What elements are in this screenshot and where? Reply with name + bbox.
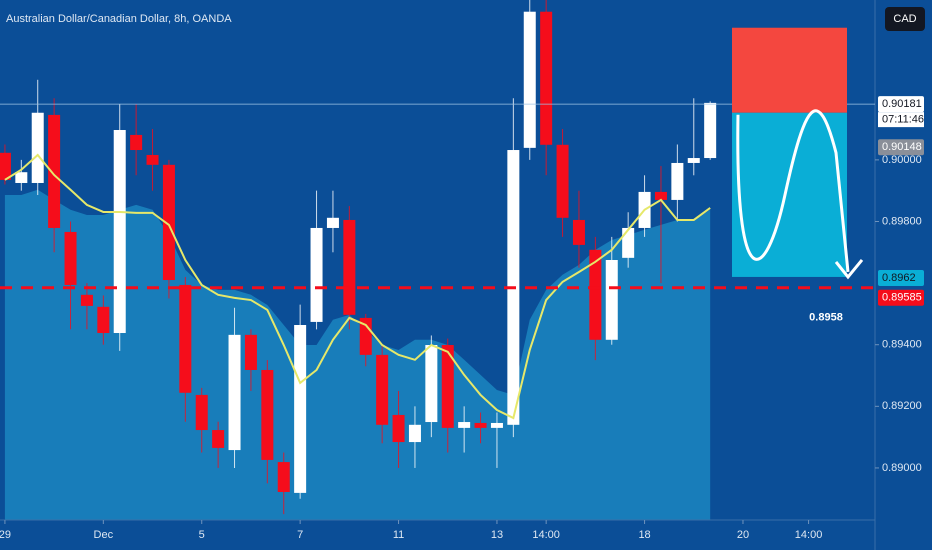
x-tick-label: 13 xyxy=(491,529,503,541)
candle-body xyxy=(605,260,618,340)
candle-body xyxy=(310,227,323,322)
candle-body xyxy=(523,11,536,148)
y-tick-label: 0.89000 xyxy=(882,462,922,474)
candle-body xyxy=(294,325,307,493)
support-label-bg xyxy=(878,289,924,306)
candle-body xyxy=(0,152,11,180)
y-tick-label: 0.90000 xyxy=(882,154,922,166)
candle-body xyxy=(195,394,208,431)
projection-arrow xyxy=(834,258,864,280)
currency-button[interactable] xyxy=(885,7,925,31)
candle-body xyxy=(572,219,585,245)
candle-body xyxy=(130,134,143,151)
candle-body xyxy=(622,227,635,258)
candle-body xyxy=(556,144,569,218)
candle-body xyxy=(376,354,389,425)
candle-body xyxy=(326,217,339,228)
projection-curve xyxy=(736,109,850,273)
x-tick-label: Dec xyxy=(94,529,114,541)
candle-body xyxy=(162,164,175,281)
last-price-label-bg xyxy=(878,96,924,113)
x-tick-label: 29 xyxy=(0,529,11,541)
candle-body xyxy=(654,191,667,200)
last-price-label: 0.90181 xyxy=(882,98,922,110)
candle-body xyxy=(458,422,471,428)
candle-body xyxy=(80,294,93,306)
prev-price-label: 0.90148 xyxy=(882,141,922,153)
candle-body xyxy=(474,422,487,428)
candle-body xyxy=(31,112,44,183)
target-price-label: 0.8962 xyxy=(882,272,916,284)
candle-body xyxy=(64,231,77,285)
y-tick-label: 0.89400 xyxy=(882,339,922,351)
target-price-label-bg xyxy=(878,269,924,286)
candle-body xyxy=(15,172,28,183)
candle-body xyxy=(277,462,290,492)
candle-body xyxy=(244,334,257,370)
candle-body xyxy=(228,334,241,451)
countdown: 07:11:46 xyxy=(882,114,924,126)
candle-body xyxy=(425,345,438,423)
candle-body xyxy=(261,369,274,460)
candle-body xyxy=(179,284,192,393)
x-tick-label: 20 xyxy=(737,529,749,541)
target-zone xyxy=(732,112,847,277)
candle-body xyxy=(212,430,225,448)
x-tick-label: 14:00 xyxy=(795,529,823,541)
candle-body xyxy=(392,414,405,443)
candle-body xyxy=(540,11,553,145)
y-tick-label: 0.89800 xyxy=(882,215,922,227)
candle-body xyxy=(704,102,717,159)
candle-body xyxy=(97,306,110,334)
x-tick-label: 11 xyxy=(393,529,404,541)
x-tick-label: 18 xyxy=(638,529,650,541)
support-label: 0.89585 xyxy=(882,292,922,304)
candle-body xyxy=(589,249,602,340)
candle-body xyxy=(113,130,126,334)
ma-line xyxy=(4,153,711,420)
band-area xyxy=(4,189,711,520)
prev-price-label-bg xyxy=(878,139,924,156)
countdown-bg xyxy=(878,112,924,128)
target-annotation: 0.8958 xyxy=(809,312,843,324)
candle-body xyxy=(408,424,421,443)
chart-title: Australian Dollar/Canadian Dollar, 8h, O… xyxy=(6,13,232,25)
x-tick-label: 7 xyxy=(297,529,303,541)
candle-body xyxy=(687,158,700,163)
currency-label[interactable]: CAD xyxy=(893,13,916,25)
y-tick-label: 0.89200 xyxy=(882,400,922,412)
plot-area xyxy=(0,0,717,520)
stop-zone xyxy=(732,27,847,113)
candle-body xyxy=(146,154,159,165)
x-tick-label: 5 xyxy=(199,529,205,541)
candle-body xyxy=(343,219,356,315)
x-tick-label: 14:00 xyxy=(532,529,560,541)
candle-body xyxy=(671,162,684,200)
candle-body xyxy=(48,114,61,228)
candle-body xyxy=(490,422,503,428)
candle-body xyxy=(441,345,454,428)
